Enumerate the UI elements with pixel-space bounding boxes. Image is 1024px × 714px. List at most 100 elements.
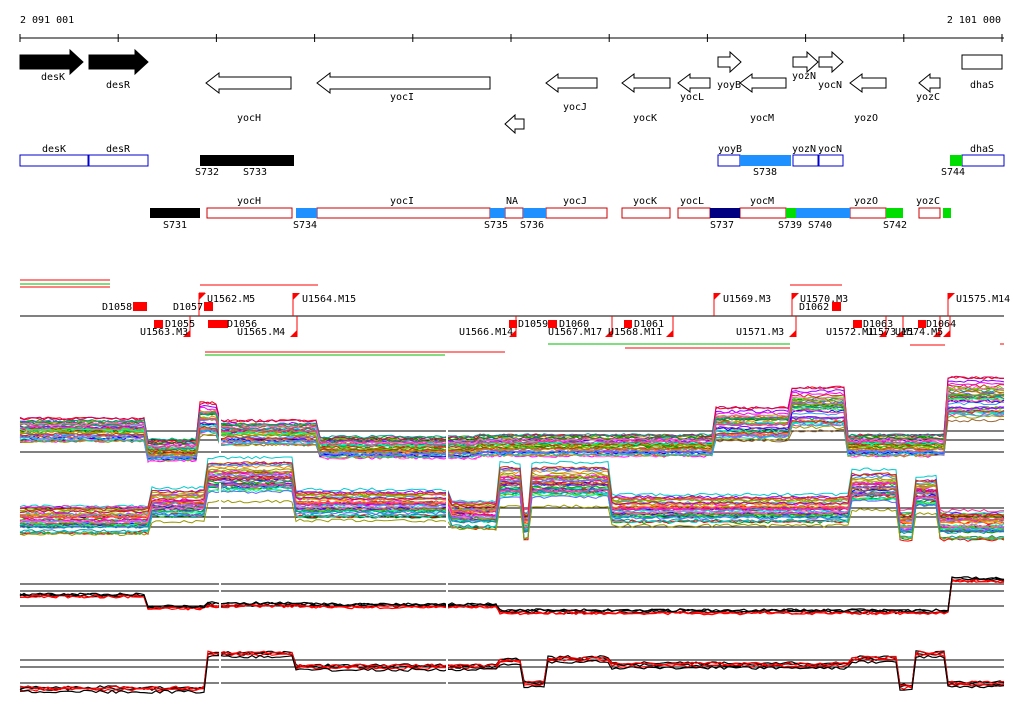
segment-label: S734 [293, 220, 317, 231]
feature-label: D1056 [227, 319, 257, 330]
feature-label: U1562.M5 [207, 294, 255, 305]
gene-box-dhas[interactable] [961, 54, 1003, 70]
feature-label: U1567.M17 [548, 327, 602, 338]
segment-s737[interactable] [710, 208, 740, 218]
ruler-ticks [19, 34, 1003, 42]
box-label: yocL [680, 196, 704, 207]
feature-label: U1575.M14 [956, 294, 1010, 305]
gene-label: yocJ [563, 102, 587, 113]
gene-arrow-yoch[interactable] [205, 71, 292, 95]
gene-label: dhaS [970, 80, 994, 91]
feature-label: U1569.M3 [723, 294, 771, 305]
feature-label: U1568.M11 [608, 327, 662, 338]
feature-label: D1058 [102, 302, 132, 313]
lower-feature-markers: U1563.M3 D1055 D1056 U1565.M4 U1566.M14 … [140, 316, 956, 338]
feature-label: U1570.M3 [800, 294, 848, 305]
feature-label: U1565.M4 [237, 327, 285, 338]
segment-s732[interactable] [200, 155, 246, 166]
gene-label: yocH [237, 113, 261, 124]
box-label: yocH [237, 196, 261, 207]
segment-s739[interactable] [786, 208, 796, 218]
upper-feature-markers: U1562.M5 U1564.M15 U1569.M3 U1570.M3 U15… [102, 292, 1010, 316]
ruler-start-label: 2 091 001 [20, 15, 74, 26]
coordinate-ruler: 2 091 001 2 101 000 [19, 15, 1004, 42]
segment-label: S736 [520, 220, 544, 231]
segment-s738[interactable] [740, 155, 791, 166]
feature-label: D1062 [799, 302, 829, 313]
gene-label: yocL [680, 92, 704, 103]
gene-arrow-yozc[interactable] [918, 72, 941, 94]
transcription-feature-track: U1562.M5 U1564.M15 U1569.M3 U1570.M3 U15… [20, 279, 1010, 356]
gene-arrow-yoyb[interactable] [717, 50, 742, 74]
ruler-end-label: 2 101 000 [947, 15, 1001, 26]
expression-panel-strand-minus [19, 455, 1005, 542]
feature-label: D1061 [634, 319, 664, 330]
box-label: desR [106, 144, 131, 155]
gene-label: yozC [916, 92, 940, 103]
feature-label: U1572.M1 [826, 327, 874, 338]
feature-label: U1574.M5 [895, 327, 943, 338]
segment-label: S742 [883, 220, 907, 231]
box-label: NA [506, 196, 518, 207]
segment-s734[interactable] [296, 208, 317, 218]
expression-panel-strand-plus [19, 375, 1005, 463]
segment-label: S738 [753, 167, 777, 178]
gene-label: yocN [818, 80, 842, 91]
segment-s736[interactable] [523, 208, 546, 218]
segment-label: S739 [778, 220, 802, 231]
gene-arrow-yozn[interactable] [792, 50, 819, 74]
segment-s742[interactable] [886, 208, 903, 218]
segment-s731[interactable] [150, 208, 200, 218]
feature-label: D1063 [863, 319, 893, 330]
gene-arrow-unnamed[interactable] [504, 113, 525, 135]
box-label: yocN [818, 144, 842, 155]
segment-label: S735 [484, 220, 508, 231]
segment-label: S744 [941, 167, 965, 178]
feature-label: U1563.M3 [140, 327, 188, 338]
segment-s733[interactable] [246, 155, 294, 166]
segment-label: S732 [195, 167, 219, 178]
gene-label: desR [106, 80, 131, 91]
segment-label: S740 [808, 220, 832, 231]
gene-label: yocM [750, 113, 774, 124]
gene-arrow-yocm[interactable] [739, 73, 787, 93]
gene-label: desK [41, 72, 65, 83]
gene-label: yocI [390, 92, 414, 103]
operon-track-upper: desK desR yoyB yozN yocN dhaS S732 S733 … [19, 144, 1005, 178]
gene-label: yozO [854, 113, 878, 124]
feature-label: U1564.M15 [302, 294, 356, 305]
box-label: yozC [916, 196, 940, 207]
box-label: yoyB [718, 144, 742, 155]
gene-arrow-yocn[interactable] [818, 50, 844, 74]
summary-panel-strand-minus [19, 635, 1005, 694]
gene-arrow-yock[interactable] [621, 73, 671, 93]
segment-s744[interactable] [950, 155, 962, 166]
segment-label: S731 [163, 220, 187, 231]
feature-label: U1573.M1 [866, 327, 914, 338]
segment-s740[interactable] [796, 208, 850, 218]
gene-arrow-yocj[interactable] [545, 73, 598, 93]
box-label: yocM [750, 196, 774, 207]
segment-label: S737 [710, 220, 734, 231]
box-label: yocI [390, 196, 414, 207]
box-label: dhaS [970, 144, 994, 155]
gene-label: yoyB [717, 80, 741, 91]
feature-label: U1566.M14 [459, 327, 513, 338]
feature-label: D1060 [559, 319, 589, 330]
gene-arrow-yozo[interactable] [849, 73, 887, 93]
feature-label: D1055 [165, 319, 195, 330]
gene-arrow-desk[interactable] [19, 48, 84, 76]
box-label: yocJ [563, 196, 587, 207]
feature-label: D1059 [518, 319, 548, 330]
box-label: yozN [792, 144, 816, 155]
operon-track-lower: yocH yocI NA yocJ yocK yocL yocM yozO yo… [150, 196, 951, 231]
gene-arrow-yoci[interactable] [316, 71, 491, 95]
gene-annotation-track: desK desR yocH yocI yocJ yocK yocL yoyB … [19, 48, 1003, 135]
segment-small-green[interactable] [943, 208, 951, 218]
box-label: yocK [633, 196, 657, 207]
segment-s735[interactable] [490, 208, 505, 218]
gene-arrow-yocl[interactable] [677, 73, 711, 93]
gene-arrow-desr[interactable] [88, 48, 149, 76]
gene-label: yozN [792, 71, 816, 82]
gene-label: yocK [633, 113, 657, 124]
